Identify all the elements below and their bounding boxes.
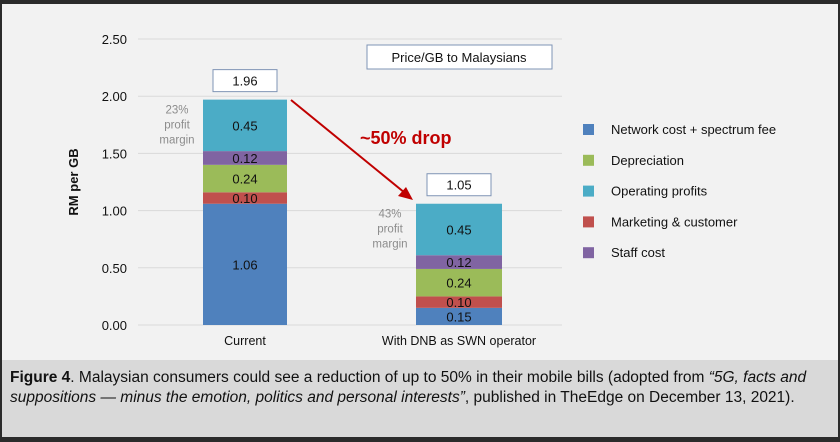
bar-value-label: 0.45 bbox=[232, 118, 257, 133]
legend-label: Marketing & customer bbox=[611, 214, 738, 229]
caption-text-end: , published in TheEdge on December 13, 2… bbox=[464, 389, 795, 406]
legend-label: Operating profits bbox=[611, 184, 708, 199]
bar-value-label: 0.10 bbox=[232, 191, 257, 206]
chart-title-box bbox=[366, 44, 553, 70]
bar-value-label: 1.06 bbox=[232, 257, 257, 272]
profit-margin-note: 23% bbox=[165, 105, 188, 117]
caption-label: Figure 4 bbox=[10, 369, 71, 386]
profit-margin-note: 43% bbox=[378, 209, 401, 221]
bar-segment bbox=[203, 99, 287, 152]
bar-value-label: 0.10 bbox=[446, 295, 471, 310]
y-tick-label: 0.00 bbox=[102, 318, 127, 333]
x-tick-label: With DNB as SWN operator bbox=[382, 334, 536, 348]
bar-segment bbox=[416, 307, 502, 325]
legend-swatch bbox=[583, 247, 594, 259]
bar-segment bbox=[203, 164, 287, 193]
legend-swatch bbox=[583, 124, 594, 135]
caption-text: . Malaysian consumers could see a reduct… bbox=[70, 369, 709, 386]
bar-value-label: 0.45 bbox=[446, 222, 471, 237]
caption-source-title: “5G, facts and suppositions — minus the … bbox=[10, 369, 807, 406]
total-box bbox=[212, 69, 278, 93]
total-box bbox=[426, 173, 492, 197]
profit-margin-note: profit bbox=[377, 224, 403, 236]
chart-title: Price/GB to Malaysians bbox=[391, 50, 527, 65]
legend-swatch bbox=[583, 216, 594, 228]
bar-segment bbox=[203, 192, 287, 204]
bar-value-label: 0.24 bbox=[232, 172, 257, 187]
bar-segment bbox=[203, 203, 287, 325]
bar-value-label: 0.24 bbox=[446, 276, 471, 291]
profit-margin-note: margin bbox=[159, 135, 194, 147]
profit-margin-note: margin bbox=[372, 239, 407, 251]
profit-margin-note: profit bbox=[164, 120, 190, 132]
bar-value-label: 0.12 bbox=[446, 255, 471, 270]
bar-segment bbox=[416, 268, 502, 297]
y-tick-label: 2.50 bbox=[102, 32, 127, 47]
bar-value-label: 0.15 bbox=[446, 309, 471, 324]
chart-area: 0.00 0.50 1.00 1.50 2.00 2.50 RM per GB 1.06 0.1… bbox=[2, 4, 838, 360]
drop-arrow bbox=[290, 99, 406, 194]
bar-segment bbox=[416, 255, 502, 269]
drop-annotation: ~50% drop bbox=[360, 128, 452, 148]
total-label: 1.96 bbox=[232, 74, 257, 89]
bar-segment bbox=[203, 151, 287, 165]
arrow-head-icon bbox=[398, 187, 413, 200]
legend-label: Depreciation bbox=[611, 153, 684, 168]
bar-segment bbox=[416, 203, 502, 256]
y-tick-label: 1.50 bbox=[102, 146, 127, 161]
legend-label: Staff cost bbox=[611, 245, 665, 260]
legend-swatch bbox=[583, 185, 594, 197]
y-tick-label: 2.00 bbox=[102, 89, 127, 104]
stacked-bar-chart: 0.00 0.50 1.00 1.50 2.00 2.50 RM per GB 1.06 0.1… bbox=[66, 32, 776, 348]
y-tick-label: 0.50 bbox=[102, 261, 127, 276]
legend-swatch bbox=[583, 154, 594, 166]
bar-segment bbox=[416, 296, 502, 308]
y-tick-label: 1.00 bbox=[102, 204, 127, 219]
legend-label: Network cost + spectrum fee bbox=[611, 122, 776, 137]
y-axis-label: RM per GB bbox=[66, 148, 81, 215]
total-label: 1.05 bbox=[446, 178, 471, 193]
figure-caption: Figure 4. Malaysian consumers could see … bbox=[2, 360, 838, 437]
x-tick-label: Current bbox=[224, 334, 266, 348]
bar-value-label: 0.12 bbox=[232, 151, 257, 166]
